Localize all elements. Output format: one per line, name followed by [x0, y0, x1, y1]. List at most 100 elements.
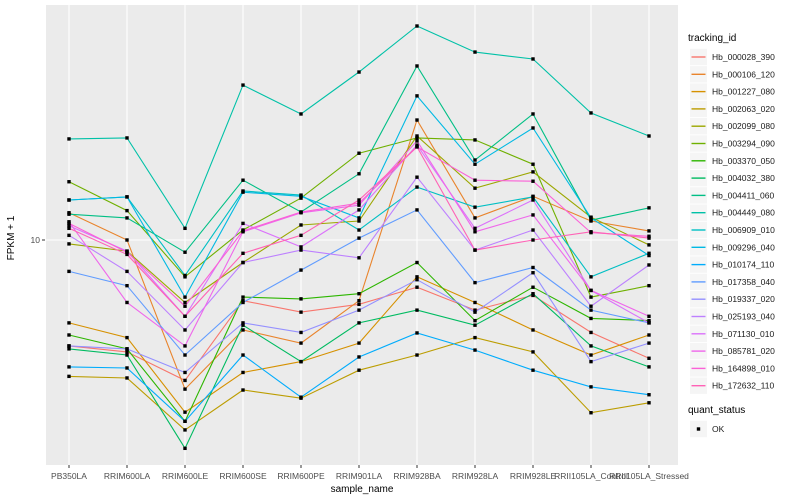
data-point [183, 370, 187, 375]
data-point [299, 330, 303, 335]
legend-entry: Hb_071130_010 [690, 325, 775, 342]
legend-entry: Hb_004411_060 [690, 187, 775, 204]
legend-entry: Hb_009296_040 [690, 239, 775, 256]
x-tick-label: RRIM901LA [336, 471, 383, 481]
data-point [299, 359, 303, 364]
legend-entry: Hb_002063_020 [690, 100, 775, 118]
data-point [183, 344, 187, 348]
data-point [473, 308, 477, 312]
data-point [183, 328, 187, 332]
data-point [357, 321, 361, 325]
data-point [357, 355, 361, 359]
legend-entry-quant: OK [690, 420, 725, 438]
data-point [415, 139, 419, 143]
data-point [241, 229, 245, 233]
data-point [241, 251, 245, 256]
data-point [125, 335, 129, 340]
data-point [531, 170, 535, 174]
legend-entry: Hb_004449_080 [690, 204, 775, 221]
data-point [125, 353, 129, 357]
data-point [241, 295, 245, 299]
data-point [473, 162, 477, 166]
legend-label: Hb_009296_040 [712, 242, 775, 252]
x-axis-title: sample_name [331, 484, 394, 495]
data-point [183, 419, 187, 423]
data-point [67, 137, 71, 141]
data-point [299, 196, 303, 200]
data-point [647, 251, 651, 256]
data-point [589, 385, 593, 389]
data-point [647, 243, 651, 247]
data-point [357, 236, 361, 240]
data-point [357, 256, 361, 260]
legend-label: Hb_002099_080 [712, 121, 775, 131]
data-point [647, 206, 651, 210]
legend-label: Hb_017358_040 [712, 277, 775, 287]
data-point [531, 112, 535, 116]
data-point [67, 226, 71, 231]
data-point [473, 248, 477, 252]
data-point [589, 330, 593, 335]
x-tick-label: RRIM928LA [452, 471, 499, 481]
data-point [299, 194, 303, 198]
data-point [125, 376, 129, 380]
data-point [357, 198, 361, 202]
data-point [473, 335, 477, 340]
data-point [531, 350, 535, 354]
data-point [357, 219, 361, 223]
data-point [415, 331, 419, 335]
data-point [183, 273, 187, 278]
data-point [589, 344, 593, 348]
data-point [241, 321, 245, 325]
legend-label: Hb_025193_040 [712, 312, 775, 322]
data-point [647, 365, 651, 369]
data-point [589, 275, 593, 279]
data-point [125, 252, 129, 257]
data-point [647, 234, 651, 238]
data-point [589, 230, 593, 234]
data-point [125, 300, 129, 305]
data-point [531, 328, 535, 332]
legend-entry: Hb_004032_380 [690, 169, 775, 187]
data-point [473, 280, 477, 285]
legend-entry: Hb_172632_110 [690, 377, 775, 394]
data-point [473, 230, 477, 234]
y-axis: 10 [31, 235, 45, 245]
legend-label: Hb_004032_380 [712, 173, 775, 183]
data-point [589, 411, 593, 415]
data-point [183, 250, 187, 254]
plot-panel [46, 5, 678, 465]
legend-label: Hb_002063_020 [712, 104, 775, 114]
data-point [473, 226, 477, 231]
data-point [357, 302, 361, 307]
data-point [531, 126, 535, 130]
x-tick-label: RRIM600LE [162, 471, 209, 481]
data-point [299, 248, 303, 252]
data-point [473, 348, 477, 352]
data-point [647, 229, 651, 233]
x-tick-label: RRII105LA_Control [554, 471, 628, 481]
data-point [415, 136, 419, 140]
legend-label: Hb_000106_120 [712, 69, 775, 79]
x-tick-label: RRIM600SE [219, 471, 267, 481]
data-point [647, 236, 651, 240]
data-point [531, 198, 535, 202]
data-point [357, 201, 361, 205]
data-point [589, 295, 593, 299]
data-point [473, 205, 477, 209]
data-point [67, 365, 71, 369]
data-point [473, 318, 477, 323]
legend-entry: Hb_006909_010 [690, 221, 775, 239]
legend-label: Hb_003370_050 [712, 156, 775, 166]
data-point [647, 318, 651, 323]
data-point [67, 269, 71, 274]
data-point [299, 233, 303, 238]
x-axis: PB350LA RRIM600LA RRIM600LE RRIM600SE RRIM60… [51, 465, 689, 481]
data-point [125, 366, 129, 370]
x-tick-label: RRIM928LE [510, 471, 557, 481]
data-point [415, 353, 419, 357]
data-point [241, 300, 245, 305]
data-point [299, 268, 303, 272]
data-point [67, 233, 71, 238]
